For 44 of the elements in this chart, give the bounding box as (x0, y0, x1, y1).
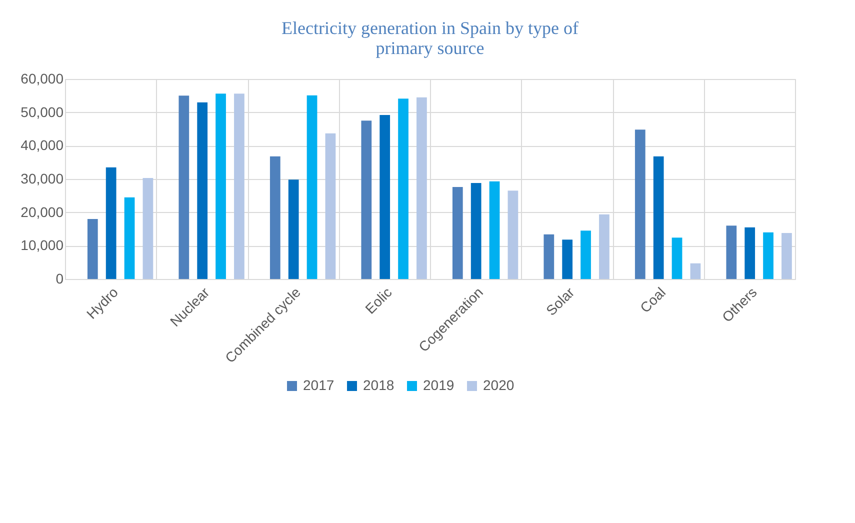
y-tick-label: 10,000 (20, 237, 64, 254)
bar (763, 232, 774, 279)
bar (361, 120, 372, 279)
bar (325, 133, 336, 279)
bar (653, 156, 664, 279)
y-tick-label: 60,000 (20, 70, 64, 86)
bar (398, 98, 408, 279)
bar (726, 226, 737, 279)
bar (544, 234, 554, 279)
bar (270, 156, 280, 279)
bar (197, 102, 208, 279)
bar (178, 96, 190, 279)
y-tick-label: 50,000 (20, 104, 64, 120)
bar (288, 180, 299, 279)
chart-title: Electricity generation in Spain by type of primary source (282, 18, 578, 58)
bar (580, 230, 591, 279)
legend-label: 2017 (303, 377, 334, 393)
bar (744, 227, 756, 279)
bar (508, 190, 518, 279)
bar (489, 181, 500, 279)
bar (782, 233, 792, 279)
bar (87, 219, 98, 279)
bar (106, 167, 116, 279)
bar (634, 130, 646, 279)
y-tick-label: 30,000 (20, 170, 64, 186)
bar (452, 187, 463, 279)
bar (672, 238, 682, 279)
bar (690, 263, 701, 279)
bar (416, 97, 427, 279)
bar (380, 115, 390, 279)
legend-label: 2019 (423, 377, 454, 393)
y-tick-label: 40,000 (20, 137, 64, 154)
bar (216, 94, 226, 279)
bar (470, 183, 482, 279)
bar (124, 197, 135, 279)
bar (142, 178, 154, 279)
y-tick-label: 0 (56, 270, 64, 286)
legend-label: 2018 (363, 377, 394, 393)
bar (562, 240, 573, 279)
y-tick-label: 20,000 (20, 204, 64, 220)
bar (306, 95, 318, 279)
bar (599, 214, 610, 279)
legend-label: 2020 (483, 377, 514, 393)
bar (234, 94, 244, 279)
